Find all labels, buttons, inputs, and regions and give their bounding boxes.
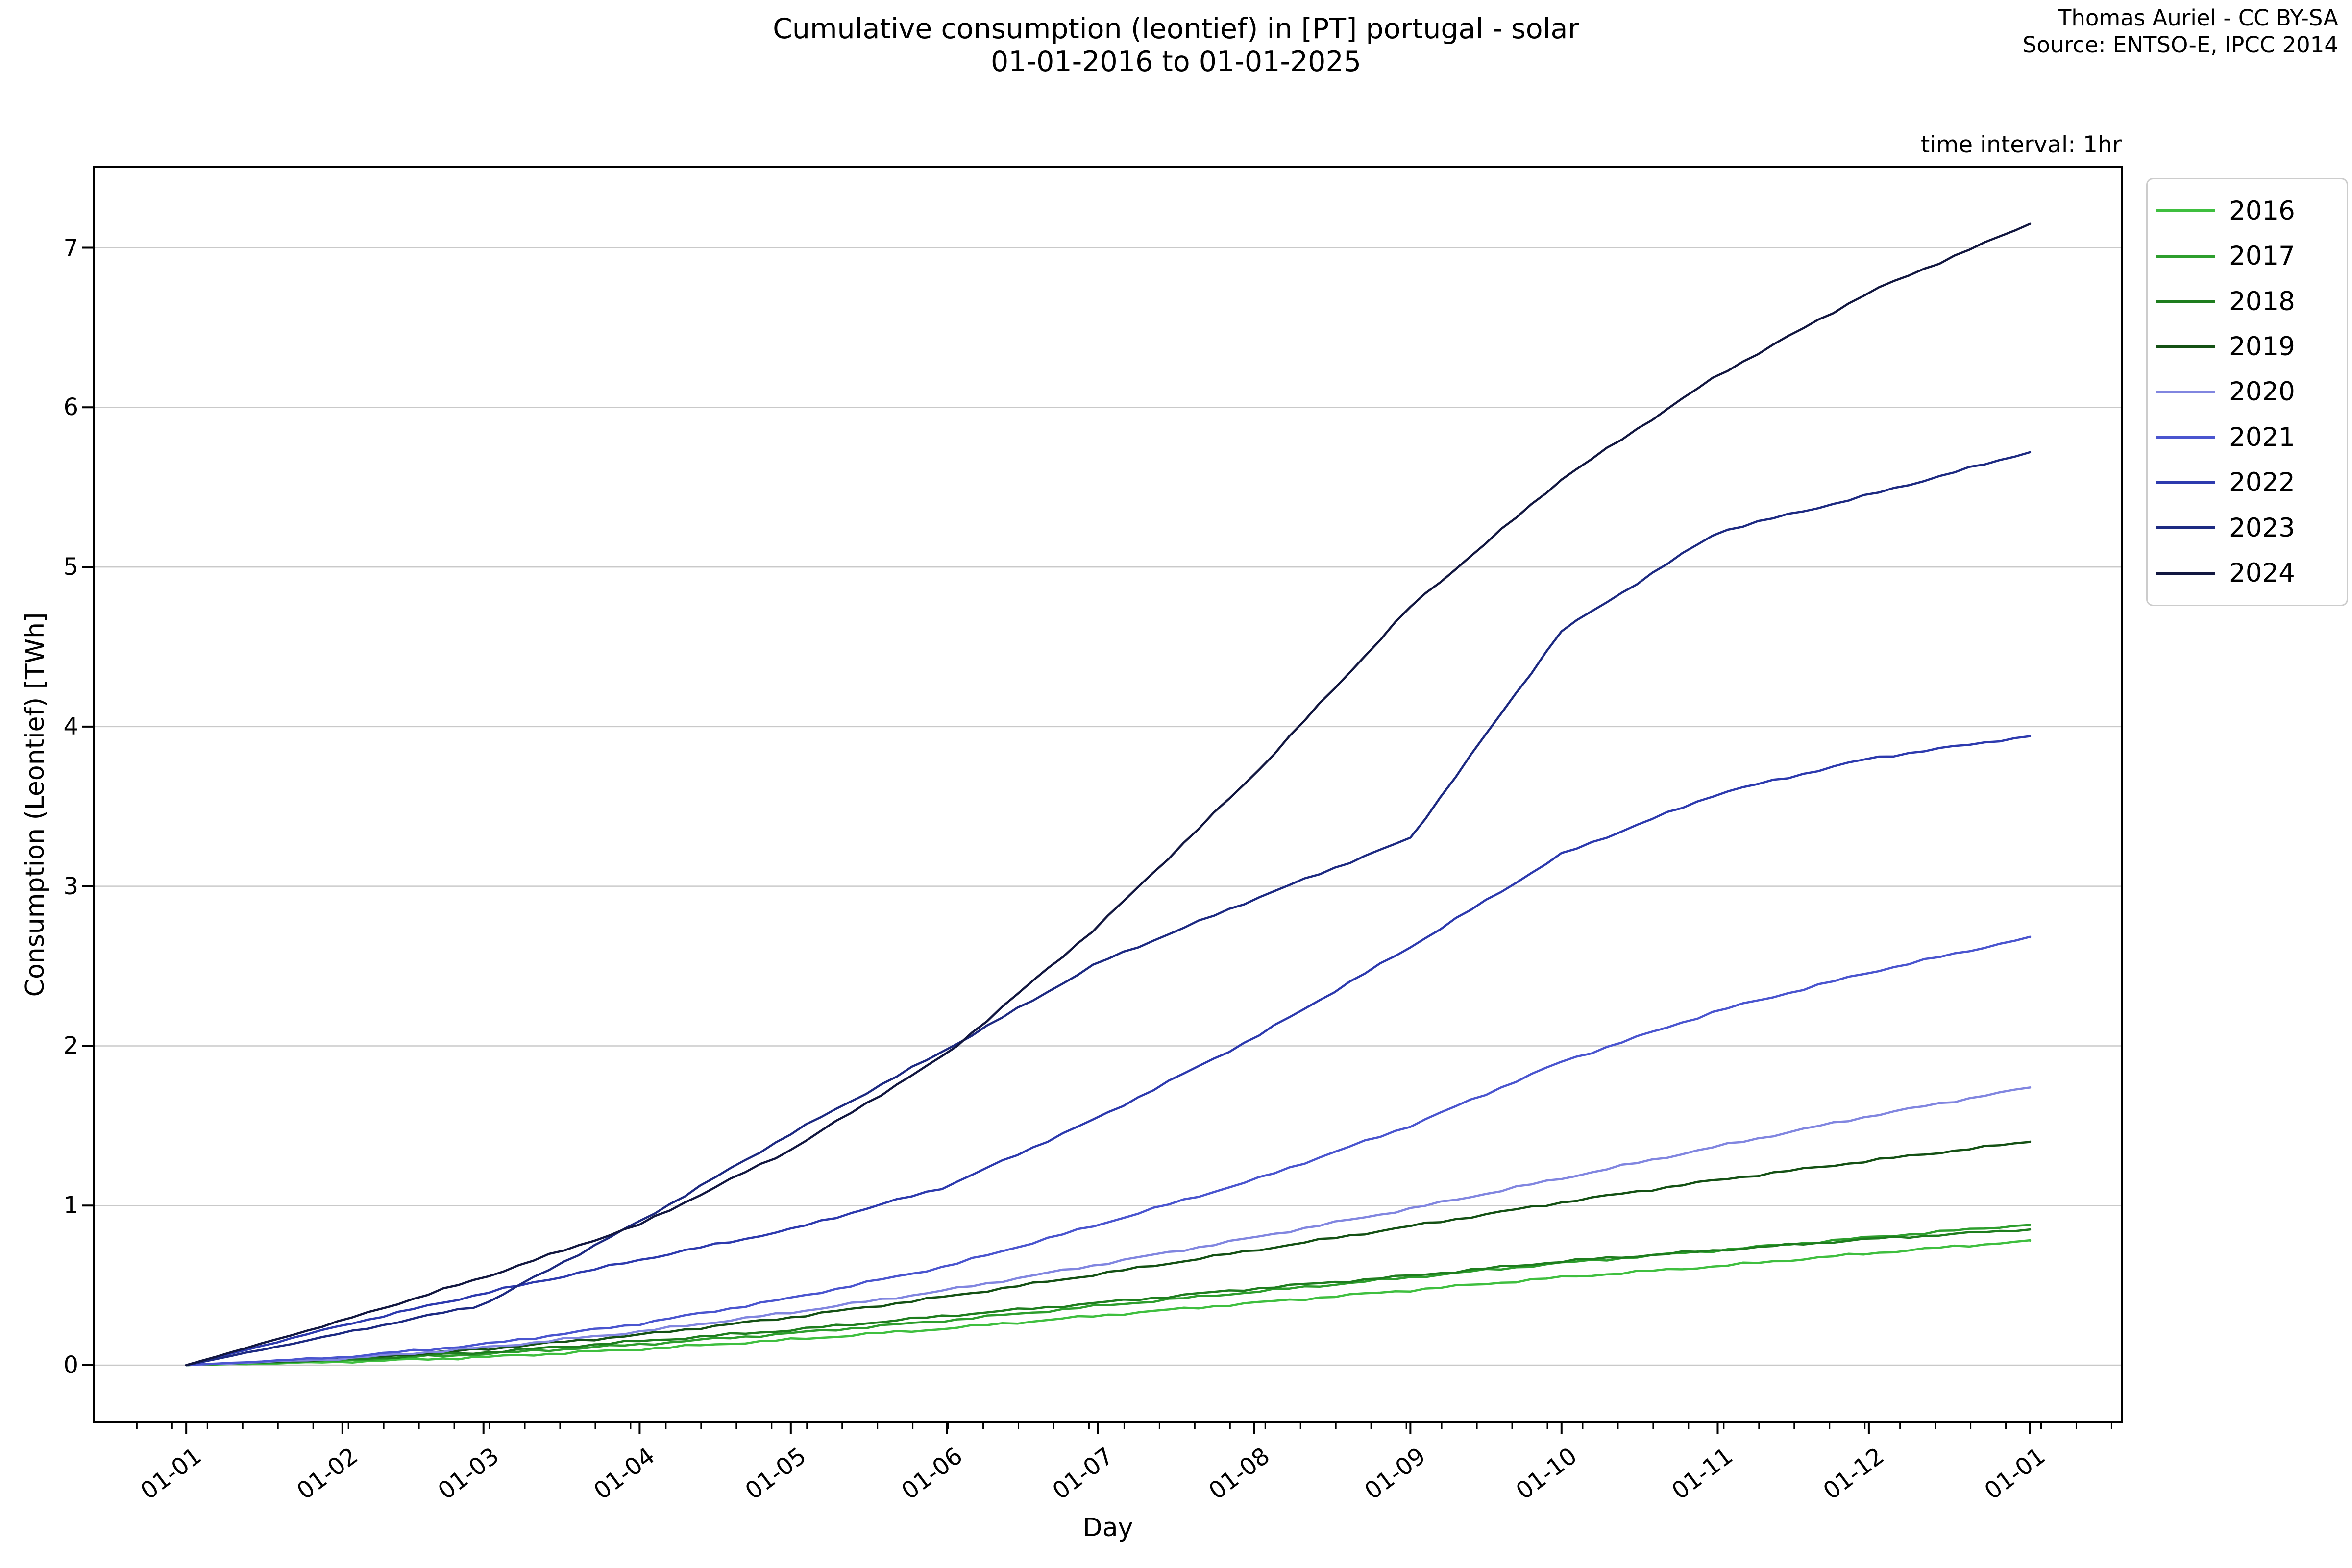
time-interval-note: time interval: 1hr: [1920, 131, 2122, 158]
legend-entry-2021: 2021: [2148, 422, 2347, 452]
legend-entry-2019: 2019: [2148, 332, 2347, 362]
legend-entry-2018: 2018: [2148, 287, 2347, 317]
legend-line-sample: [2156, 254, 2215, 258]
y-tick-label: 2: [63, 1032, 78, 1060]
legend-line-sample: [2156, 571, 2215, 575]
gridlines: [94, 247, 2122, 1366]
legend-year-label: 2021: [2229, 422, 2295, 452]
chart-title-line2: 01-01-2016 to 01-01-2025: [991, 46, 1361, 78]
y-tick-label: 4: [63, 712, 78, 740]
y-tick-label: 5: [63, 553, 78, 581]
x-axis-title: Day: [1082, 1513, 1133, 1543]
legend-line-sample: [2156, 209, 2215, 213]
data-series: [185, 222, 2032, 1367]
legend-line-sample: [2156, 436, 2215, 439]
legend-year-label: 2018: [2229, 286, 2295, 317]
y-tick-label: 6: [63, 393, 78, 421]
legend-year-label: 2016: [2229, 196, 2295, 226]
legend-line-sample: [2156, 300, 2215, 303]
series-line-2020: [185, 1086, 2032, 1367]
legend-year-label: 2020: [2229, 377, 2295, 407]
legend-line-sample: [2156, 345, 2215, 348]
series-line-2023: [185, 451, 2032, 1367]
series-line-2017: [185, 1224, 2032, 1367]
legend-year-label: 2017: [2229, 241, 2295, 271]
legend: 2016 2017 2018 2019 2020 2021 2022 2023 2024: [2146, 178, 2348, 606]
legend-entry-2017: 2017: [2148, 241, 2347, 271]
legend-year-label: 2022: [2229, 467, 2295, 498]
legend-entry-2016: 2016: [2148, 196, 2347, 226]
y-tick-label: 7: [63, 234, 78, 262]
series-line-2019: [185, 1140, 2032, 1367]
y-tick-label: 0: [63, 1351, 78, 1379]
chart-title-line1: Cumulative consumption (leontief) in [PT…: [773, 13, 1579, 45]
series-line-2024: [185, 222, 2032, 1367]
series-line-2021: [185, 935, 2032, 1367]
axis-ticks: [82, 246, 2112, 1434]
y-tick-label: 1: [63, 1192, 78, 1220]
legend-line-sample: [2156, 390, 2215, 393]
legend-entry-2024: 2024: [2148, 558, 2347, 588]
legend-line-sample: [2156, 481, 2215, 484]
legend-year-label: 2019: [2229, 332, 2295, 362]
legend-line-sample: [2156, 526, 2215, 530]
series-line-2018: [185, 1228, 2032, 1367]
legend-entry-2022: 2022: [2148, 467, 2347, 497]
legend-entry-2020: 2020: [2148, 377, 2347, 407]
y-tick-label: 3: [63, 872, 78, 900]
legend-year-label: 2024: [2229, 558, 2295, 588]
legend-year-label: 2023: [2229, 513, 2295, 543]
chart-title: Cumulative consumption (leontief) in [PT…: [0, 13, 2352, 79]
plot-border: [93, 166, 2123, 1423]
attribution-author: Thomas Auriel - CC BY-SA: [2058, 5, 2338, 31]
series-line-2022: [185, 735, 2032, 1367]
legend-entry-2023: 2023: [2148, 513, 2347, 543]
attribution-source: Source: ENTSO-E, IPCC 2014: [2022, 31, 2338, 58]
series-line-2016: [185, 1239, 2032, 1367]
attribution: Thomas Auriel - CC BY-SA Source: ENTSO-E…: [2023, 5, 2338, 59]
